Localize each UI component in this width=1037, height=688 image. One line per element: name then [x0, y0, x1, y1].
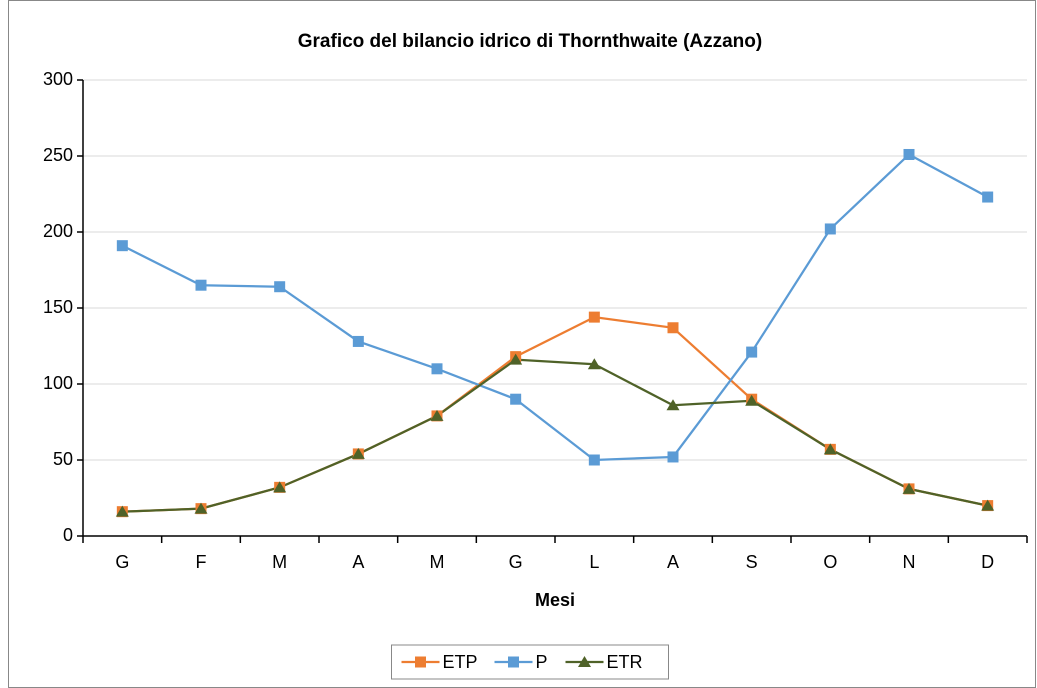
- x-tick-label: S: [746, 552, 758, 572]
- chart-frame: [8, 0, 1036, 688]
- marker: [666, 399, 680, 411]
- marker: [823, 443, 837, 455]
- marker: [746, 346, 758, 358]
- marker: [431, 363, 443, 375]
- series-line: [122, 358, 988, 513]
- y-tick-label: 100: [43, 373, 73, 393]
- marker: [430, 409, 444, 421]
- marker: [195, 279, 207, 291]
- marker: [667, 322, 679, 334]
- y-tick-label: 200: [43, 221, 73, 241]
- x-tick-label: N: [903, 552, 916, 572]
- series-line: [121, 153, 989, 462]
- marker: [982, 191, 994, 203]
- legend: ETP P ETR: [391, 644, 669, 680]
- marker: [587, 358, 601, 370]
- marker: [588, 454, 600, 466]
- marker: [273, 481, 287, 493]
- y-tick-label: 50: [53, 449, 73, 469]
- x-tick-label: A: [667, 552, 679, 572]
- marker: [824, 223, 836, 235]
- marker: [508, 656, 519, 668]
- x-tick-label: D: [981, 552, 994, 572]
- x-tick-label: F: [196, 552, 207, 572]
- legend-label: P: [536, 652, 548, 672]
- marker: [981, 499, 995, 511]
- x-tick-label: A: [352, 552, 364, 572]
- chart-title: Grafico del bilancio idrico di Thornthwa…: [298, 31, 762, 52]
- y-tick-label: 300: [43, 69, 73, 89]
- legend-label: ETR: [607, 652, 643, 672]
- marker: [578, 656, 591, 667]
- marker: [115, 505, 129, 517]
- marker: [588, 311, 600, 323]
- marker: [351, 447, 365, 459]
- marker: [194, 502, 208, 514]
- marker: [902, 482, 916, 494]
- marker: [667, 451, 679, 463]
- x-tick-label: G: [509, 552, 523, 572]
- marker: [509, 353, 523, 365]
- marker: [510, 393, 522, 405]
- x-tick-label: M: [272, 552, 287, 572]
- x-tick-label: G: [115, 552, 129, 572]
- marker: [274, 281, 286, 293]
- y-tick-label: 0: [63, 525, 73, 545]
- y-tick-label: 150: [43, 297, 73, 317]
- x-tick-label: L: [589, 552, 599, 572]
- x-axis-label: Mesi: [535, 590, 575, 610]
- legend-label: ETP: [443, 652, 478, 672]
- x-tick-label: M: [430, 552, 445, 572]
- marker: [745, 394, 759, 406]
- y-tick-label: 250: [43, 145, 73, 165]
- x-tick-label: O: [823, 552, 837, 572]
- marker: [352, 335, 364, 347]
- marker: [116, 240, 128, 252]
- marker: [903, 148, 915, 160]
- marker: [415, 656, 426, 668]
